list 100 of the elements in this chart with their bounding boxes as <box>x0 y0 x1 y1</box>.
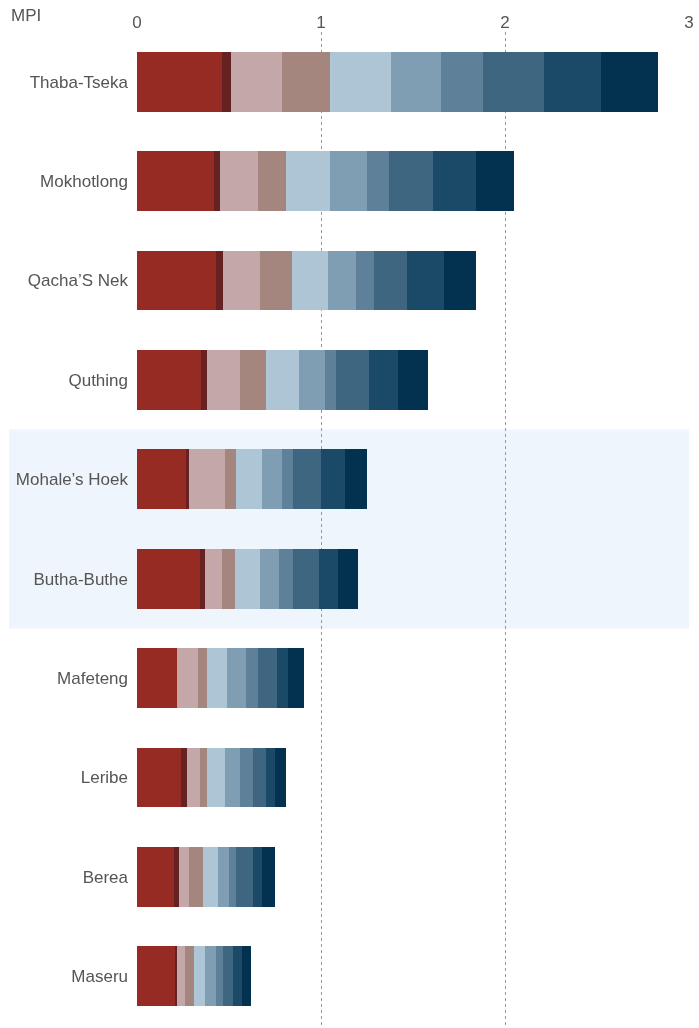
bar <box>137 847 174 907</box>
y-tick-label: Mohale’s Hoek <box>15 470 129 490</box>
bar <box>137 548 200 609</box>
bar <box>286 151 331 211</box>
bar <box>137 250 217 311</box>
bar <box>137 350 202 410</box>
bar <box>390 51 441 112</box>
bar <box>275 747 287 808</box>
bar <box>330 51 391 112</box>
bar <box>265 747 275 808</box>
bar <box>245 648 259 708</box>
bar <box>374 250 408 311</box>
bar <box>260 548 279 609</box>
bar <box>188 847 204 907</box>
bar <box>355 250 375 311</box>
bar <box>330 151 367 211</box>
bar <box>206 648 228 708</box>
bar <box>252 747 266 808</box>
bar <box>186 747 200 808</box>
bar <box>234 548 261 609</box>
x-axis-title: MPI <box>11 6 42 25</box>
bar <box>199 548 206 609</box>
bar <box>260 250 292 311</box>
bar <box>188 449 226 510</box>
bar <box>219 151 259 211</box>
y-tick-label: Qacha’S Nek <box>27 271 129 291</box>
bar <box>444 250 476 311</box>
x-tick-label: 3 <box>684 12 694 32</box>
bar <box>440 51 483 112</box>
bar <box>368 350 399 410</box>
bar <box>236 847 253 907</box>
bar <box>223 250 261 311</box>
y-tick-label: Butha-Buthe <box>33 569 128 589</box>
bar <box>252 847 263 907</box>
bar <box>205 946 217 1007</box>
x-tick-label: 2 <box>500 12 510 32</box>
bar <box>214 151 220 211</box>
bar <box>287 648 305 708</box>
bar <box>262 449 283 510</box>
bar <box>230 51 283 112</box>
bar <box>201 350 207 410</box>
bar <box>216 250 224 311</box>
bar <box>241 946 252 1007</box>
bar <box>206 350 241 410</box>
bar <box>225 449 237 510</box>
bar <box>324 350 336 410</box>
bar <box>293 449 321 510</box>
bar <box>321 449 345 510</box>
y-tick-label: Mafeteng <box>57 669 128 689</box>
bar <box>475 151 515 211</box>
bar <box>177 946 185 1007</box>
bar <box>217 847 229 907</box>
bar <box>293 548 320 609</box>
bar <box>276 648 288 708</box>
bar <box>482 51 544 112</box>
bar <box>240 747 253 808</box>
bar <box>258 648 277 708</box>
bar <box>221 548 235 609</box>
bar <box>197 648 207 708</box>
bar <box>229 847 237 907</box>
y-tick-label: Berea <box>82 867 129 887</box>
bar <box>225 747 241 808</box>
bar <box>389 151 434 211</box>
bar <box>291 250 329 311</box>
bar <box>203 847 218 907</box>
bar <box>227 648 246 708</box>
bar <box>262 847 275 907</box>
bar <box>265 350 299 410</box>
bar <box>223 946 233 1007</box>
y-tick-label: Thaba-Tseka <box>29 72 129 92</box>
bar <box>173 847 180 907</box>
x-tick-label: 0 <box>132 12 142 32</box>
bar <box>179 847 189 907</box>
bar <box>433 151 476 211</box>
bar <box>258 151 287 211</box>
bar <box>199 747 207 808</box>
bar <box>232 946 242 1007</box>
bar <box>298 350 325 410</box>
bar <box>282 449 294 510</box>
y-tick-label: Mokhotlong <box>40 172 128 192</box>
bar <box>177 648 198 708</box>
bar <box>221 51 231 112</box>
y-tick-label: Maseru <box>71 967 128 987</box>
bar <box>205 548 222 609</box>
bar <box>543 51 601 112</box>
x-tick-label: 1 <box>316 12 326 32</box>
bar <box>328 250 356 311</box>
bar <box>367 151 390 211</box>
bar <box>137 946 176 1007</box>
y-tick-label: Leribe <box>80 768 128 788</box>
bar <box>181 747 187 808</box>
bar <box>194 946 206 1007</box>
y-tick-label: Quthing <box>68 370 128 390</box>
bar <box>282 51 331 112</box>
bar <box>206 747 226 808</box>
bar <box>137 51 222 112</box>
bar <box>398 350 428 410</box>
bar <box>600 51 658 112</box>
bar <box>137 648 178 708</box>
bar <box>236 449 263 510</box>
